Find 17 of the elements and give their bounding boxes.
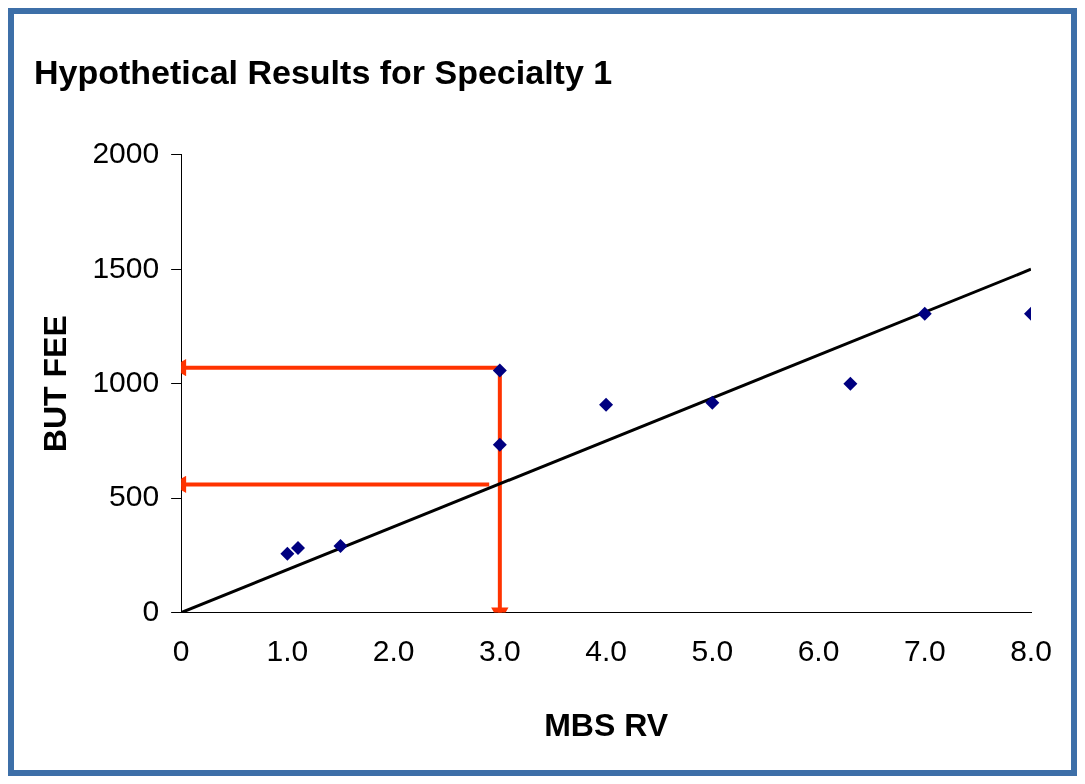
- y-tick-label: 2000: [92, 136, 160, 170]
- x-tick-label: 6.0: [797, 633, 840, 667]
- x-tick-label: 3.0: [478, 633, 521, 667]
- x-tick-label: 0: [172, 633, 190, 667]
- y-tick-label: 0: [142, 593, 160, 627]
- y-tick-label: 500: [109, 479, 160, 513]
- chart-title: Hypothetical Results for Specialty 1: [34, 52, 613, 91]
- x-axis-title: MBS RV: [544, 706, 669, 743]
- y-tick-label: 1500: [92, 250, 160, 284]
- x-tick-label: 5.0: [691, 633, 734, 667]
- x-tick-label: 2.0: [372, 633, 415, 667]
- x-tick-label: 8.0: [1010, 633, 1052, 667]
- y-axis-title: BUT FEE: [37, 315, 74, 453]
- y-tick-label: 1000: [92, 364, 160, 398]
- x-tick-label: 4.0: [585, 633, 627, 667]
- x-tick-label: 7.0: [903, 633, 946, 667]
- x-tick-label: 1.0: [266, 633, 309, 667]
